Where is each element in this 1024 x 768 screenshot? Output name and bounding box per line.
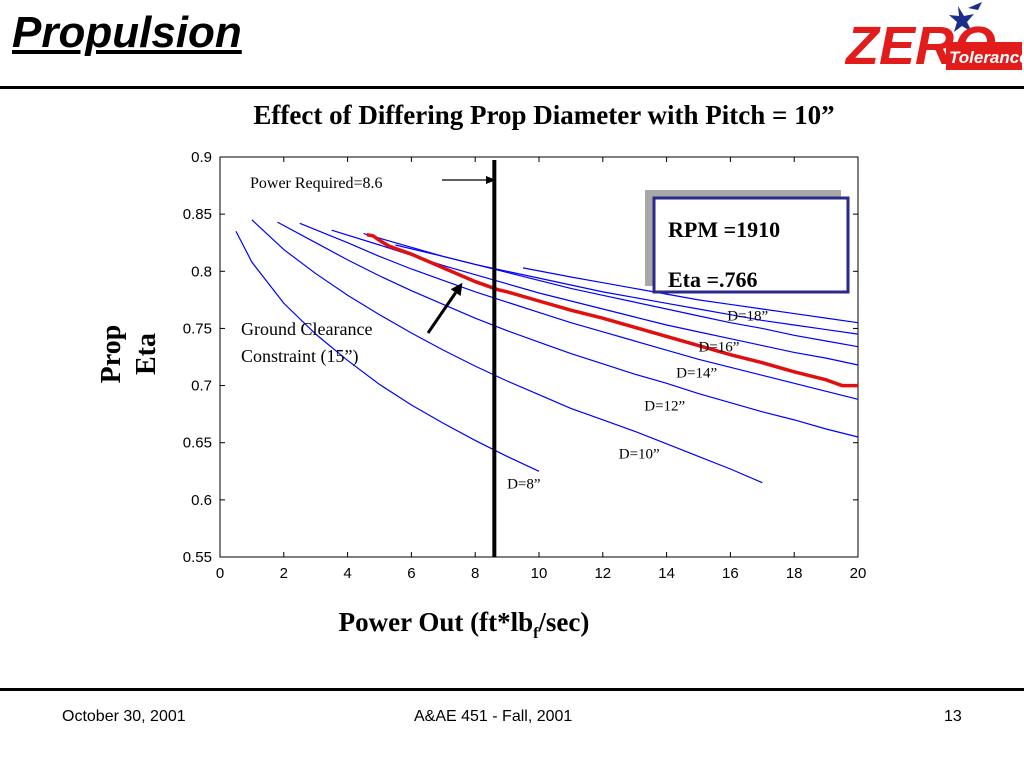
x-tick-label: 2	[280, 565, 288, 582]
x-tick-label: 18	[786, 565, 803, 582]
slide-title: Propulsion	[12, 8, 242, 57]
series-line-0	[235, 231, 540, 472]
x-axis-label: Power Out (ft*lbf/sec)	[339, 607, 590, 642]
x-tick-label: 14	[658, 565, 675, 582]
series-labels: D=18” D=16” D=14” D=12” D=10” D=8”	[507, 308, 768, 492]
x-axis-label-main: Power Out (ft*lb	[339, 607, 533, 637]
chart-title: Effect of Differing Prop Diameter with P…	[253, 100, 834, 130]
y-tick-label: 0.9	[191, 149, 212, 166]
annotation-arrow	[426, 291, 457, 334]
y-tick-label: 0.65	[183, 435, 212, 452]
power-required-arrowhead	[486, 176, 496, 184]
y-axis-label-line1: Prop	[96, 325, 127, 384]
footer-page-number: 13	[944, 708, 962, 725]
series-line-3	[299, 222, 859, 400]
y-axis: 0.55 0.6 0.65 0.7 0.75 0.8 0.85 0.9	[183, 149, 858, 566]
series-line-6	[395, 244, 859, 335]
series-line-7	[522, 267, 859, 324]
logo-sub: Tolerance	[949, 48, 1024, 67]
y-tick-label: 0.6	[191, 492, 212, 509]
info-box	[652, 196, 850, 294]
x-axis-label-end: /sec)	[537, 607, 589, 637]
series-group	[235, 219, 859, 484]
y-tick-label: 0.7	[191, 378, 212, 395]
selected-design-line	[366, 232, 858, 388]
annotation-line1: Ground Clearance	[241, 319, 372, 339]
series-label: D=10”	[619, 447, 660, 463]
y-tick-label: 0.75	[183, 320, 212, 337]
zero-tolerance-logo: ZERO Tolerance	[844, 2, 1024, 76]
y-tick-label: 0.55	[183, 549, 212, 566]
footer-course: A&AE 451 - Fall, 2001	[414, 708, 573, 725]
series-label: D=18”	[727, 308, 768, 324]
footer-rule	[0, 688, 1024, 691]
x-tick-label: 12	[594, 565, 611, 582]
y-tick-label: 0.8	[191, 263, 212, 280]
info-rpm: RPM =1910	[668, 217, 780, 242]
series-line-2	[277, 221, 859, 438]
y-tick-label: 0.85	[183, 206, 212, 223]
x-tick-label: 6	[407, 565, 415, 582]
y-axis-label-line2: Eta	[131, 333, 162, 375]
series-label: D=8”	[507, 476, 540, 492]
x-axis-label-subscript: f	[533, 625, 539, 642]
x-tick-label: 8	[471, 565, 479, 582]
power-required-label: Power Required=8.6	[250, 175, 383, 192]
header-rule	[0, 86, 1024, 89]
annotation-line2: Constraint (15”)	[241, 346, 358, 367]
x-axis: 0 2 4 6 8 10 12 14 16 18 20	[216, 157, 867, 582]
annotation-arrowhead	[450, 282, 463, 297]
info-eta: Eta =.766	[668, 267, 758, 292]
x-tick-label: 20	[850, 565, 867, 582]
series-label: D=12”	[644, 399, 685, 415]
x-tick-label: 10	[531, 565, 548, 582]
logo-sub-bg	[946, 42, 1022, 70]
x-tick-label: 0	[216, 565, 224, 582]
series-line-1	[251, 219, 763, 484]
footer-date: October 30, 2001	[62, 708, 186, 725]
x-tick-label: 4	[343, 565, 351, 582]
series-label: D=16”	[699, 339, 740, 355]
series-label: D=14”	[676, 366, 717, 382]
logo-star-icon	[949, 2, 982, 32]
x-tick-label: 16	[722, 565, 739, 582]
